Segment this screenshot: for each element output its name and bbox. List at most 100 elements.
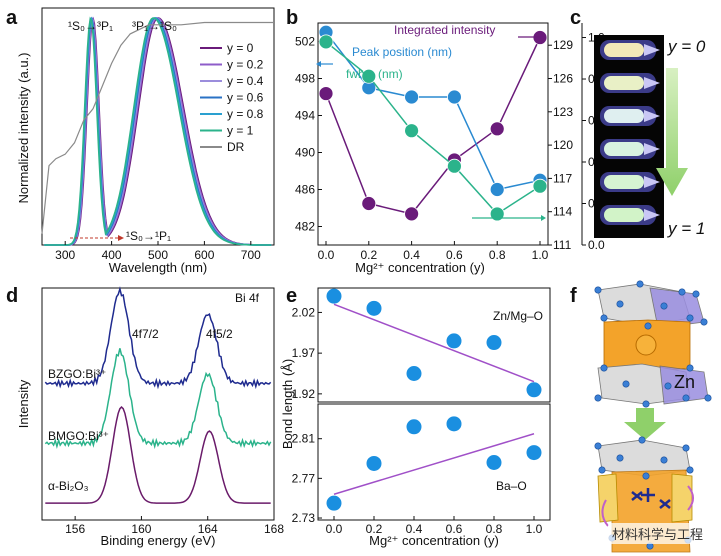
panel-d-peak2-label: 4f5/2	[206, 327, 233, 341]
panel-e-content: 1.92 1.97 2.02 2.73 2.77 2.81 0.0 0.2 0.4 0.6 0.8 1…	[292, 288, 543, 536]
panel-b-point-fwhm-2	[404, 123, 420, 139]
panel-c-vial-glow-0	[604, 43, 644, 57]
panel-a-xlabel: Wavelength (nm)	[109, 260, 208, 275]
watermark-text: 材料科学与工程	[607, 523, 707, 544]
panel-b-xtick-label-0: 0.0	[318, 248, 335, 262]
panel-label-c: c	[570, 7, 581, 29]
panel-f-atom-top-6	[692, 290, 700, 298]
panel-e-bottom-frame	[317, 403, 551, 521]
panel-d-xtick-label-3: 168	[264, 522, 284, 536]
panel-a-exc-label: ¹S₀→³P₁	[68, 19, 113, 33]
panel-e-point-1-1	[366, 455, 382, 471]
panel-b-point-peak-4	[489, 182, 505, 197]
panel-c-vial-tip-1	[644, 77, 660, 89]
panel-d-xticks: 156 160 164 168	[65, 516, 284, 536]
panel-d-xtick-label-0: 156	[65, 522, 85, 536]
panel-b-point-intensity-0	[318, 86, 334, 101]
panel-b-ltick-label-1: 486	[295, 183, 315, 197]
panel-f-down-arrow	[624, 408, 666, 440]
panel-e-xtick-label-2: 0.4	[406, 522, 423, 536]
panel-b-int-axis-arrowhead	[541, 34, 546, 40]
panel-f-atom-top-9	[686, 364, 694, 372]
panel-c-down-arrow	[656, 68, 688, 196]
panel-a-em-label: ³P₁→¹S₀	[132, 19, 177, 33]
panel-d-series-2	[45, 406, 271, 504]
panel-e: 1.92 1.97 2.02 2.73 2.77 2.81 0.0 0.2 0.4 0.6 0.8 1…	[280, 287, 551, 548]
panel-b-xtick-label-4: 0.8	[489, 248, 506, 262]
panel-a-legend-label-2: y = 0.4	[227, 74, 264, 88]
panel-f-atom-bottom-7	[660, 456, 668, 464]
panel-e-top-frame	[317, 287, 551, 403]
panel-b-xtick-label-2: 0.4	[403, 248, 420, 262]
panel-c-bottom-label: y = 1	[667, 219, 705, 238]
panel-a-xtick-label-3: 600	[194, 248, 214, 262]
panel-b-peak-axis-arrowhead	[316, 61, 321, 67]
panel-f-atom-bottom-0	[594, 442, 602, 450]
panel-a-ylabel: Normalized intensity (a.u.)	[16, 53, 31, 204]
panel-e-point-0-3	[446, 333, 462, 349]
panel-e-fit-line-0	[333, 303, 535, 383]
panel-b-point-peak-3	[446, 89, 462, 105]
panel-d-xlabel: Binding energy (eV)	[101, 533, 216, 548]
panel-b-line-fwhm	[325, 41, 541, 215]
panel-e-point-0-5	[526, 382, 542, 398]
panel-d-xtick-label-1: 160	[131, 522, 151, 536]
panel-b-mtick-label-0: 111	[553, 238, 572, 252]
panel-b-point-fwhm-1	[361, 68, 377, 84]
panel-c-vial-tip-4	[644, 176, 660, 188]
panel-e-point-1-4	[486, 454, 502, 470]
panel-a-xtick-label-2: 500	[148, 248, 168, 262]
panel-a-curves	[41, 16, 274, 246]
panel-b-mtick-label-4: 123	[553, 105, 573, 119]
panel-f-atom-top-14	[616, 300, 624, 308]
panel-b-fwhm-axis-arrowhead	[541, 215, 546, 221]
panel-f-atom-bottom-6	[616, 454, 624, 462]
panel-label-d: d	[6, 285, 18, 307]
panel-c-vial-tip-0	[644, 44, 660, 56]
panel-b-xtick-label-5: 1.0	[532, 248, 549, 262]
panel-a-xticks: 300 400 500 600 700	[55, 241, 261, 262]
panel-b-ltick-label-2: 490	[295, 146, 315, 160]
panel-f: Zn	[594, 280, 712, 553]
panel-b-point-fwhm-4	[489, 206, 505, 222]
panel-f-atom-top-11	[642, 400, 650, 408]
panel-c-photo	[594, 35, 664, 238]
panel-c-vial-glow-3	[604, 142, 644, 156]
panel-a-abs-arrowhead	[118, 235, 124, 241]
panel-b-point-fwhm-5	[532, 178, 548, 194]
panel-b-mtick-label-3: 120	[553, 138, 573, 152]
panel-f-atom-bottom-1	[638, 436, 646, 444]
panel-c-vial-glow-5	[604, 208, 644, 222]
panel-a-xtick-label-4: 700	[241, 248, 261, 262]
panel-b-legend-fwhm: fwhm (nm)	[346, 67, 403, 81]
panel-f-atom-bottom-3	[686, 466, 694, 474]
panel-d-peak1-label: 4f7/2	[132, 327, 159, 341]
panel-f-atom-bottom-5	[598, 466, 606, 474]
panel-e-xtick-label-0: 0.0	[326, 522, 343, 536]
panel-d: 156 160 164 168 Binding energy (eV) Intensi…	[16, 286, 284, 548]
panel-e-point-1-0	[326, 495, 342, 511]
panel-d-ylabel: Intensity	[16, 379, 31, 428]
panel-a-legend-label-3: y = 0.6	[227, 91, 264, 105]
panel-d-xtick-label-2: 164	[198, 522, 218, 536]
panel-e-point-0-0	[326, 288, 342, 304]
panel-e-point-1-2	[406, 419, 422, 435]
panel-d-series-label-bmgo: BMGO:Bi³⁺	[48, 429, 109, 443]
panel-c-vial-glow-1	[604, 76, 644, 90]
panel-f-atom-bottom-2	[682, 444, 690, 452]
panel-b-legend-peak: Peak position (nm)	[352, 45, 452, 59]
panel-b-line-intensity	[325, 37, 541, 215]
panel-e-xtick-label-1: 0.2	[366, 522, 383, 536]
panel-e-point-1-3	[446, 416, 462, 432]
panel-c-vial-tip-5	[644, 209, 660, 221]
panel-d-title: Bi 4f	[235, 291, 260, 305]
panel-f-atom-top-12	[682, 394, 690, 402]
panel-e-ytick-label-1-2: 2.81	[292, 432, 316, 446]
panel-a-legend-label-1: y = 0.2	[227, 58, 264, 72]
panel-d-series-0	[44, 286, 272, 390]
panel-e-ylabel: Bond length (Å)	[280, 359, 295, 449]
panel-e-ytick-label-0-1: 1.97	[292, 346, 316, 360]
panel-b-mtick-label-2: 117	[553, 171, 572, 185]
panel-label-f: f	[570, 285, 577, 307]
